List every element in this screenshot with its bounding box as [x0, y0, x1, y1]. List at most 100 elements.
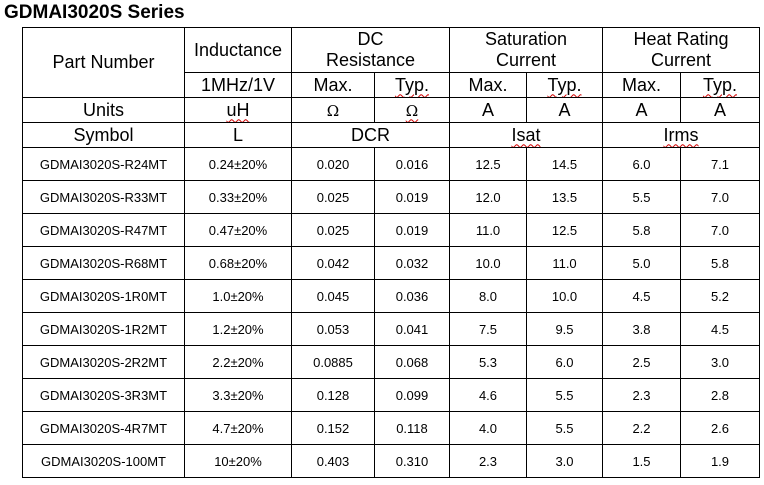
cell-dcr-typ: 0.032: [374, 246, 450, 280]
ohm-symbol: Ω: [405, 101, 419, 120]
header-irms-max: Max.: [602, 72, 681, 98]
cell-part-number: GDMAI3020S-1R2MT: [22, 312, 185, 346]
spec-table: Part Number Inductance DC Resistance Sat…: [22, 27, 760, 478]
cell-isat-typ: 5.5: [526, 411, 603, 445]
cell-part-number: GDMAI3020S-1R0MT: [22, 279, 185, 313]
header-isat-typ-text: Typ.: [547, 74, 582, 95]
cell-isat-max: 12.0: [449, 180, 527, 214]
cell-inductance: 2.2±20%: [184, 345, 292, 379]
table-row: GDMAI3020S-1R2MT 1.2±20% 0.053 0.041 7.5 9.5 3…: [22, 312, 760, 346]
cell-irms-max: 1.5: [602, 444, 681, 478]
header-test-condition: 1MHz/1V: [184, 72, 292, 98]
series-title: GDMAI3020S Series: [4, 2, 185, 23]
ohm-symbol: Ω: [326, 101, 340, 120]
header-part-number: Part Number: [22, 27, 185, 98]
unit-irms-typ: A: [680, 97, 760, 123]
cell-irms-max: 3.8: [602, 312, 681, 346]
cell-dcr-max: 0.042: [291, 246, 375, 280]
cell-isat-typ: 9.5: [526, 312, 603, 346]
header-dc-resistance-text: DC Resistance: [325, 29, 416, 70]
table-row: GDMAI3020S-R68MT 0.68±20% 0.042 0.032 10.0 11…: [22, 246, 760, 280]
cell-isat-typ: 13.5: [526, 180, 603, 214]
header-dcr-max: Max.: [291, 72, 375, 98]
cell-irms-max: 5.0: [602, 246, 681, 280]
cell-dcr-max: 0.053: [291, 312, 375, 346]
cell-inductance: 1.0±20%: [184, 279, 292, 313]
cell-dcr-max: 0.152: [291, 411, 375, 445]
cell-irms-typ: 7.0: [680, 213, 760, 247]
cell-dcr-typ: 0.099: [374, 378, 450, 412]
cell-irms-max: 2.5: [602, 345, 681, 379]
symbol-label: Symbol: [22, 122, 185, 148]
cell-isat-typ: 14.5: [526, 147, 603, 181]
cell-inductance: 0.68±20%: [184, 246, 292, 280]
cell-irms-typ: 3.0: [680, 345, 760, 379]
unit-irms-max: A: [602, 97, 681, 123]
cell-dcr-typ: 0.019: [374, 180, 450, 214]
cell-dcr-typ: 0.036: [374, 279, 450, 313]
cell-isat-max: 8.0: [449, 279, 527, 313]
symbol-dcr: DCR: [291, 122, 450, 148]
cell-irms-typ: 7.1: [680, 147, 760, 181]
cell-irms-typ: 2.8: [680, 378, 760, 412]
cell-isat-max: 12.5: [449, 147, 527, 181]
cell-irms-max: 5.8: [602, 213, 681, 247]
cell-inductance: 0.47±20%: [184, 213, 292, 247]
cell-dcr-typ: 0.019: [374, 213, 450, 247]
cell-dcr-typ: 0.310: [374, 444, 450, 478]
header-irms-typ-text: Typ.: [702, 74, 737, 95]
header-inductance: Inductance: [184, 27, 292, 73]
cell-irms-typ: 5.8: [680, 246, 760, 280]
table-row: GDMAI3020S-100MT 10±20% 0.403 0.310 2.3 3.0 1.…: [22, 444, 760, 478]
header-heat-rating-current: Heat Rating Current: [602, 27, 760, 73]
header-saturation-current-text: Saturation Current: [484, 29, 568, 70]
cell-irms-typ: 7.0: [680, 180, 760, 214]
table-row: GDMAI3020S-4R7MT 4.7±20% 0.152 0.118 4.0 5.5 2…: [22, 411, 760, 445]
table-row: GDMAI3020S-2R2MT 2.2±20% 0.0885 0.068 5.3 6.0…: [22, 345, 760, 379]
header-dc-resistance: DC Resistance: [291, 27, 450, 73]
header-isat-max: Max.: [449, 72, 527, 98]
cell-dcr-max: 0.045: [291, 279, 375, 313]
cell-irms-max: 2.2: [602, 411, 681, 445]
units-row: Units uH Ω Ω A A A A: [22, 97, 760, 123]
header-dcr-typ: Typ.: [374, 72, 450, 98]
cell-inductance: 10±20%: [184, 444, 292, 478]
symbol-irms-text: Irms: [663, 124, 699, 145]
header-saturation-current: Saturation Current: [449, 27, 603, 73]
cell-dcr-max: 0.128: [291, 378, 375, 412]
table-row: GDMAI3020S-3R3MT 3.3±20% 0.128 0.099 4.6 5.5 2…: [22, 378, 760, 412]
cell-isat-max: 4.6: [449, 378, 527, 412]
header-isat-typ: Typ.: [526, 72, 603, 98]
header-heat-rating-current-text: Heat Rating Current: [633, 29, 729, 70]
cell-irms-typ: 5.2: [680, 279, 760, 313]
cell-isat-max: 7.5: [449, 312, 527, 346]
cell-dcr-typ: 0.016: [374, 147, 450, 181]
table-row: GDMAI3020S-1R0MT 1.0±20% 0.045 0.036 8.0 10.0…: [22, 279, 760, 313]
header-row-sub: 1MHz/1V Max. Typ. Max. Typ. Max. Typ.: [23, 72, 760, 98]
cell-dcr-max: 0.020: [291, 147, 375, 181]
cell-part-number: GDMAI3020S-R24MT: [22, 147, 185, 181]
cell-dcr-typ: 0.118: [374, 411, 450, 445]
cell-isat-typ: 3.0: [526, 444, 603, 478]
cell-inductance: 0.33±20%: [184, 180, 292, 214]
symbol-irms: Irms: [602, 122, 760, 148]
cell-isat-typ: 11.0: [526, 246, 603, 280]
unit-isat-max: A: [449, 97, 527, 123]
cell-isat-max: 11.0: [449, 213, 527, 247]
cell-inductance: 3.3±20%: [184, 378, 292, 412]
cell-part-number: GDMAI3020S-4R7MT: [22, 411, 185, 445]
table-row: GDMAI3020S-R33MT 0.33±20% 0.025 0.019 12.0 13…: [22, 180, 760, 214]
unit-dcr-typ: Ω: [374, 97, 450, 123]
table-row: GDMAI3020S-R24MT 0.24±20% 0.020 0.016 12.5 14…: [22, 147, 760, 181]
units-label: Units: [22, 97, 185, 123]
unit-isat-typ: A: [526, 97, 603, 123]
cell-irms-max: 5.5: [602, 180, 681, 214]
symbol-isat: Isat: [449, 122, 603, 148]
cell-isat-typ: 12.5: [526, 213, 603, 247]
cell-isat-typ: 10.0: [526, 279, 603, 313]
cell-irms-max: 6.0: [602, 147, 681, 181]
header-row-main: Part Number Inductance DC Resistance Sat…: [22, 27, 760, 98]
cell-inductance: 0.24±20%: [184, 147, 292, 181]
cell-irms-max: 4.5: [602, 279, 681, 313]
cell-isat-typ: 6.0: [526, 345, 603, 379]
